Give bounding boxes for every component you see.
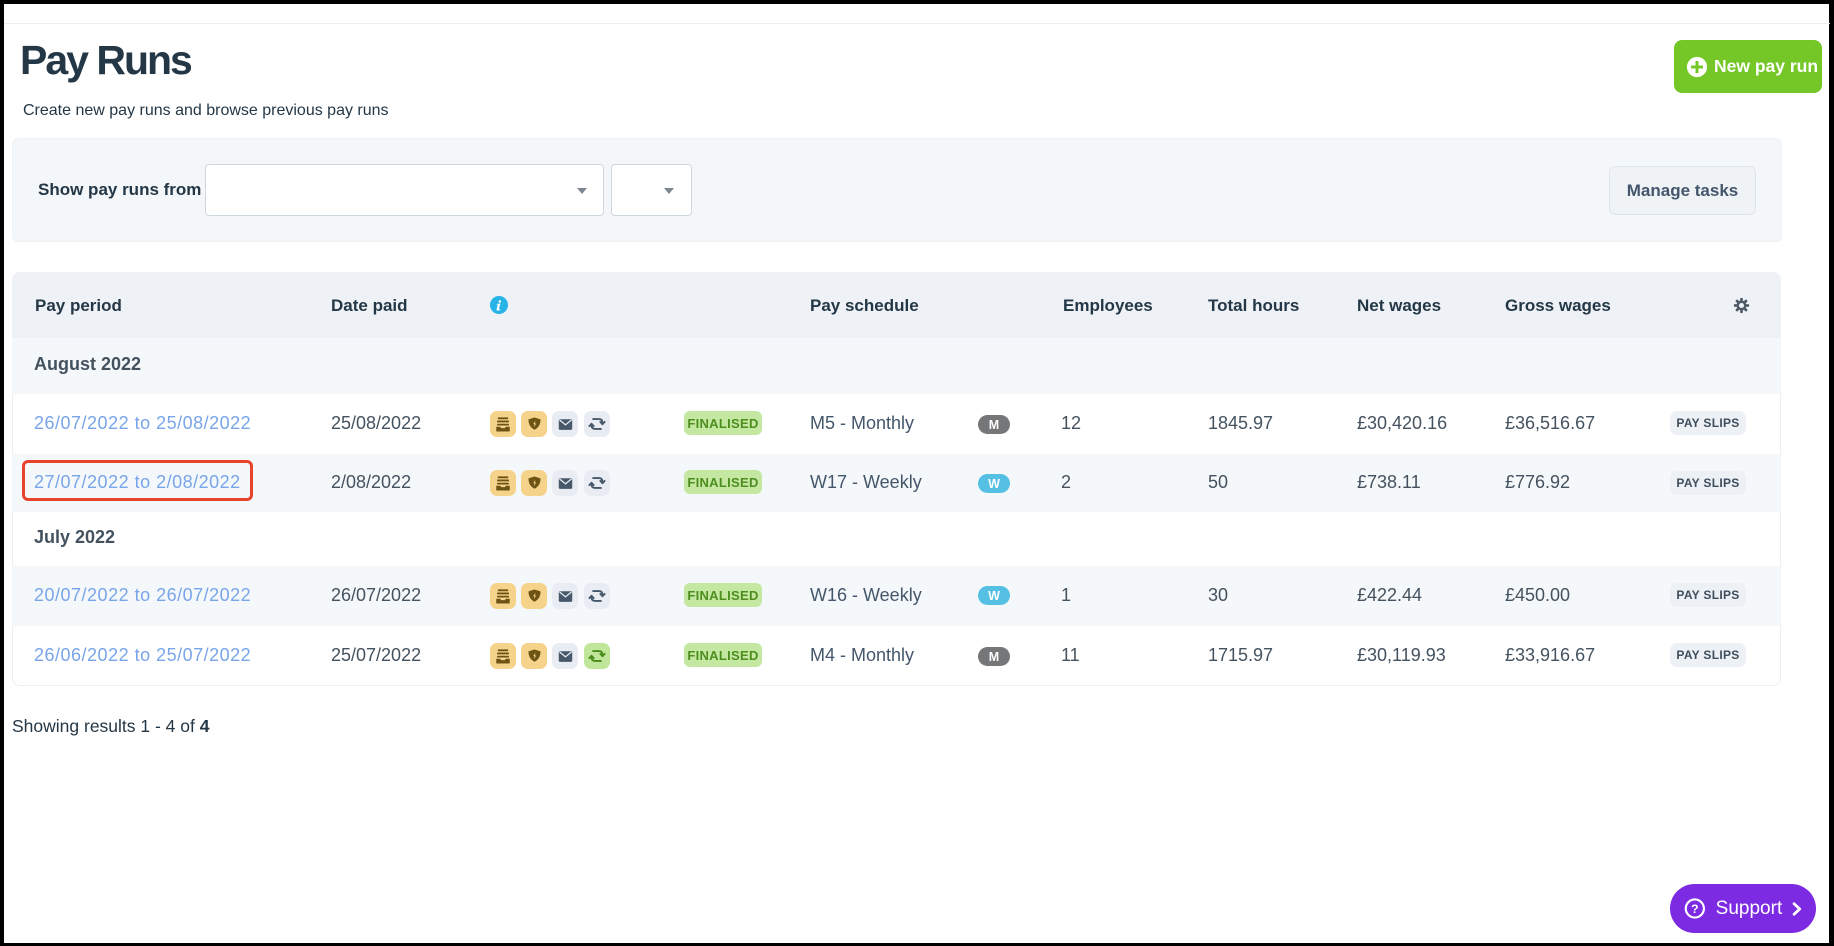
svg-text:?: ?	[1691, 902, 1698, 916]
